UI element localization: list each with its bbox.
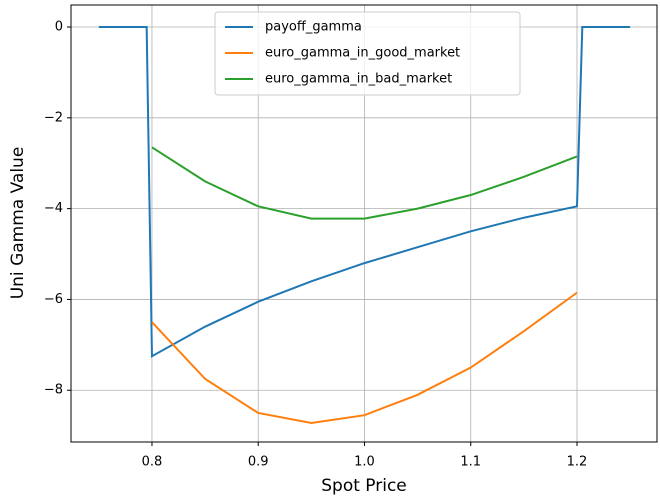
y-tick-label: −8 xyxy=(44,383,63,398)
x-tick-label: 1.0 xyxy=(354,455,375,470)
series-line xyxy=(98,26,631,358)
x-tick-label: 1.2 xyxy=(567,455,588,470)
y-tick-label: −2 xyxy=(44,110,63,125)
x-tick-label: 1.1 xyxy=(460,455,481,470)
x-tick-label: 0.9 xyxy=(248,455,269,470)
x-axis-label: Spot Price xyxy=(321,476,407,496)
legend-box xyxy=(214,11,521,96)
series-line xyxy=(151,291,578,424)
plot-frame xyxy=(70,4,658,443)
y-tick-label: 0 xyxy=(55,20,63,35)
series-line xyxy=(151,146,578,220)
legend-label: euro_gamma_in_bad_market xyxy=(265,72,452,87)
y-axis-label: Uni Gamma Value xyxy=(8,147,28,300)
x-tick-label: 0.8 xyxy=(142,455,163,470)
y-tick-label: −4 xyxy=(44,201,63,216)
legend-label: payoff_gamma xyxy=(265,20,362,35)
legend-label: euro_gamma_in_good_market xyxy=(265,46,460,61)
y-tick-label: −6 xyxy=(44,292,63,307)
